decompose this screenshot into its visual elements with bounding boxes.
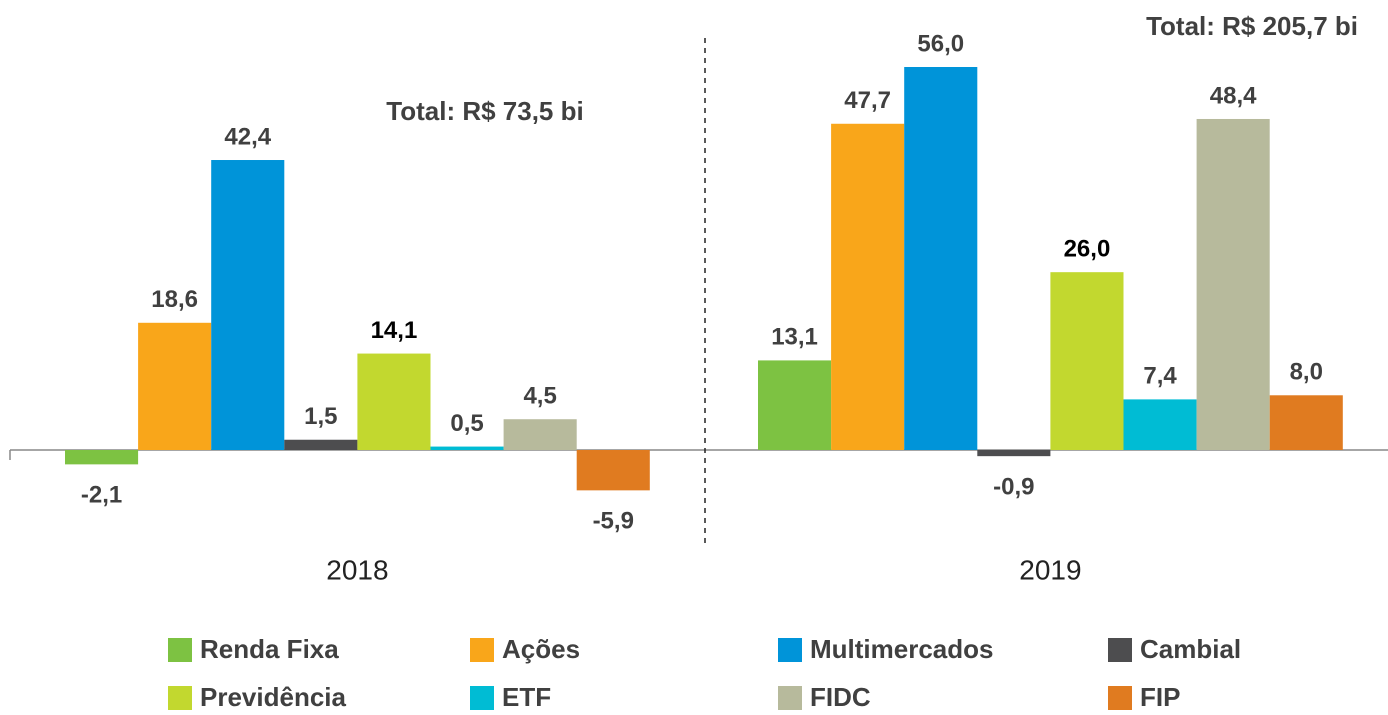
- value-label: 1,5: [304, 403, 337, 430]
- legend-swatch: [168, 686, 192, 710]
- x-tick-label: 2018: [326, 554, 388, 585]
- bar: [758, 360, 832, 450]
- legend-label: ETF: [502, 682, 551, 712]
- legend-label: Ações: [502, 634, 580, 664]
- legend-label: Cambial: [1140, 634, 1241, 664]
- bar: [1123, 399, 1197, 450]
- bar: [357, 353, 431, 450]
- annotation: Total: R$ 73,5 bi: [386, 96, 583, 126]
- legend-swatch: [470, 638, 494, 662]
- value-label: -0,9: [993, 473, 1034, 500]
- legend-label: Renda Fixa: [200, 634, 339, 664]
- legend-swatch: [778, 638, 802, 662]
- value-label: 4,5: [523, 383, 556, 410]
- bar: [831, 123, 905, 450]
- legend-swatch: [168, 638, 192, 662]
- bar: [211, 160, 285, 450]
- bar: [977, 450, 1051, 457]
- bar: [904, 67, 978, 450]
- bar: [1269, 395, 1343, 450]
- value-label: 0,5: [450, 410, 483, 437]
- bar: [1050, 272, 1124, 450]
- legend-swatch: [1108, 686, 1132, 710]
- bar: [65, 450, 139, 465]
- value-label: 26,0: [1064, 236, 1111, 263]
- value-label: 8,0: [1290, 359, 1323, 386]
- annotation: Total: R$ 205,7 bi: [1146, 11, 1358, 41]
- value-label: -5,9: [593, 508, 634, 535]
- value-label: 48,4: [1210, 82, 1257, 109]
- bar: [1196, 118, 1270, 450]
- legend-label: FIP: [1140, 682, 1180, 712]
- bar: [503, 419, 577, 450]
- value-label: 42,4: [224, 123, 271, 150]
- bar: [576, 450, 650, 491]
- legend-swatch: [778, 686, 802, 710]
- value-label: 7,4: [1143, 363, 1177, 390]
- legend-label: Previdência: [200, 682, 347, 712]
- legend-swatch: [470, 686, 494, 710]
- bar: [284, 439, 358, 450]
- value-label: 47,7: [844, 87, 891, 114]
- value-label: -2,1: [81, 482, 122, 509]
- x-tick-label: 2019: [1019, 554, 1081, 585]
- legend-label: Multimercados: [810, 634, 994, 664]
- legend-label: FIDC: [810, 682, 871, 712]
- value-label: 14,1: [371, 317, 418, 344]
- legend-swatch: [1108, 638, 1132, 662]
- value-label: 18,6: [151, 286, 198, 313]
- bar: [138, 322, 212, 450]
- bar: [430, 446, 504, 450]
- value-label: 56,0: [917, 30, 964, 57]
- value-label: 13,1: [771, 324, 818, 351]
